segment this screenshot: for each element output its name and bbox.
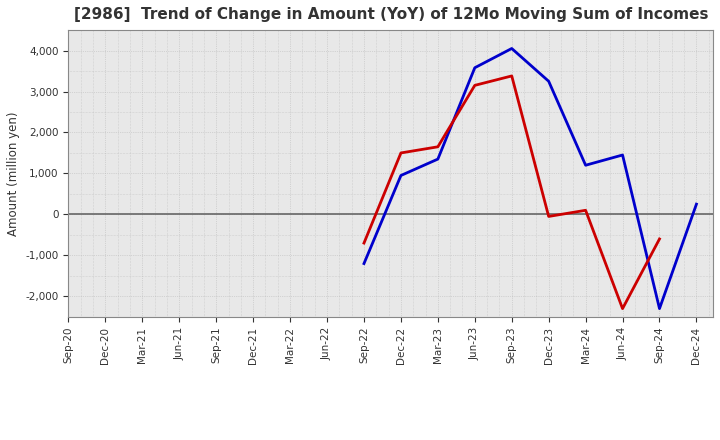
Ordinary Income [618, 152, 627, 158]
Title: [2986]  Trend of Change in Amount (YoY) of 12Mo Moving Sum of Incomes: [2986] Trend of Change in Amount (YoY) o… [73, 7, 708, 22]
Net Income [655, 236, 664, 242]
Ordinary Income [433, 157, 442, 162]
Ordinary Income [360, 261, 369, 266]
Net Income [508, 73, 516, 79]
Net Income [470, 83, 479, 88]
Ordinary Income [397, 173, 405, 178]
Line: Ordinary Income: Ordinary Income [364, 48, 696, 308]
Net Income [397, 150, 405, 156]
Net Income [544, 214, 553, 219]
Ordinary Income [581, 163, 590, 168]
Y-axis label: Amount (million yen): Amount (million yen) [7, 111, 20, 236]
Ordinary Income [508, 46, 516, 51]
Net Income [433, 144, 442, 150]
Ordinary Income [470, 65, 479, 70]
Net Income [581, 208, 590, 213]
Line: Net Income: Net Income [364, 76, 660, 308]
Ordinary Income [655, 306, 664, 311]
Ordinary Income [544, 79, 553, 84]
Net Income [360, 240, 369, 246]
Ordinary Income [692, 202, 701, 207]
Net Income [618, 306, 627, 311]
